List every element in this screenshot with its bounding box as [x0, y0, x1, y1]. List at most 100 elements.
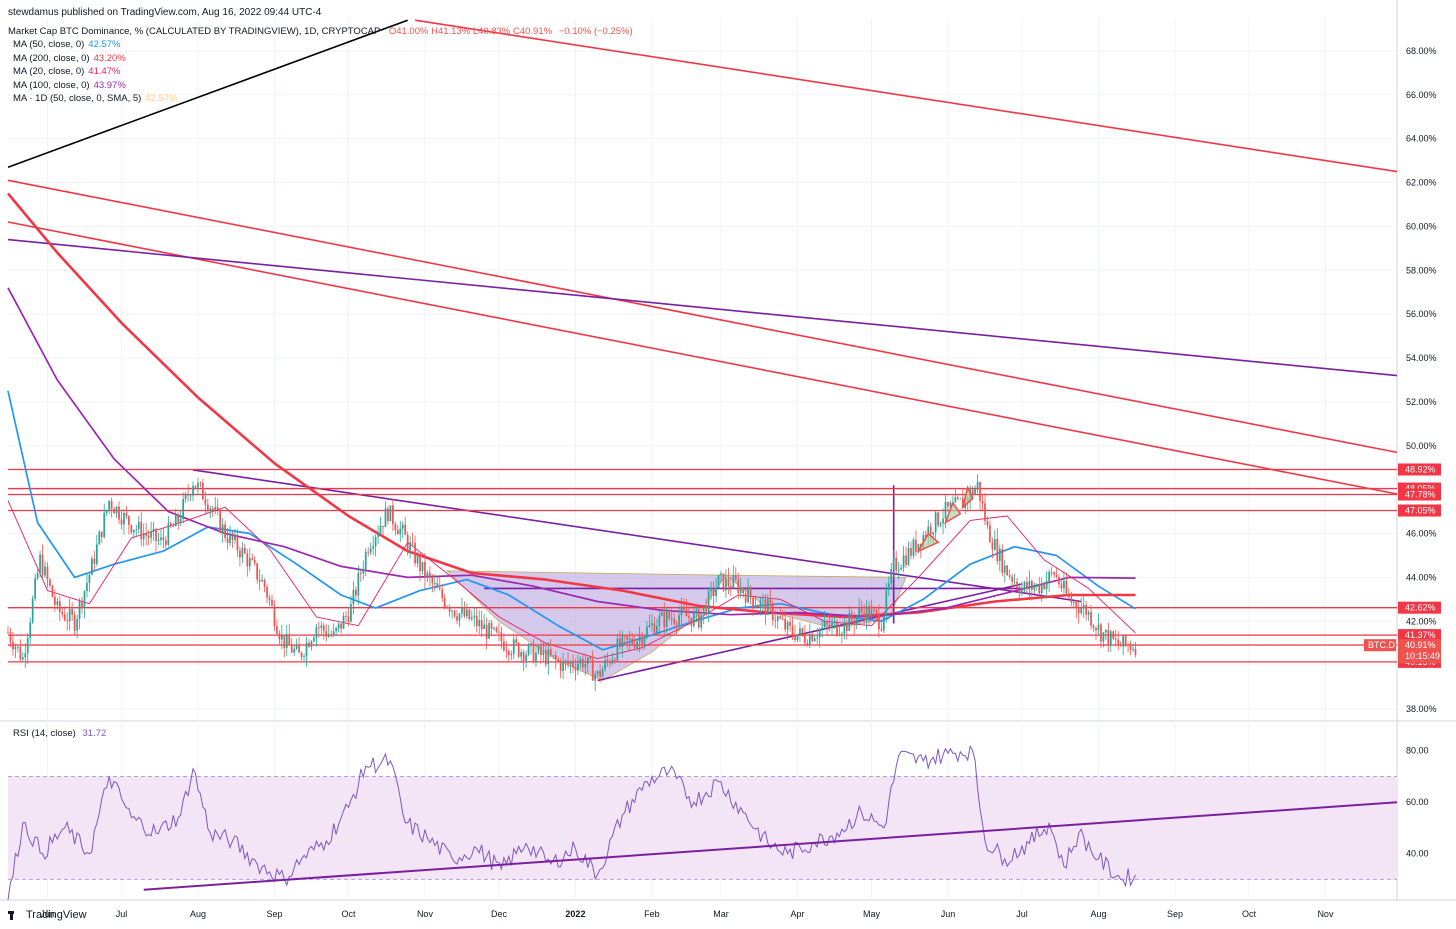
moving-average-line-1 — [7, 192, 1136, 619]
candle-body — [206, 504, 209, 510]
candle-body — [162, 537, 165, 541]
candle-body — [51, 585, 54, 597]
legend-item-0[interactable]: MA (50, close, 0) 42.57% — [13, 39, 121, 50]
candle — [76, 614, 78, 639]
candle-body — [241, 547, 244, 558]
candle-body — [651, 623, 653, 626]
candle-body — [303, 656, 305, 658]
candle — [362, 560, 365, 580]
candle-body — [177, 514, 180, 523]
candle — [118, 501, 120, 525]
candle — [480, 610, 483, 637]
x-tick-label: 2022 — [565, 909, 585, 919]
candle-body — [730, 586, 732, 589]
candle-body — [91, 558, 93, 575]
candle-body — [722, 573, 725, 591]
symbol-tag-label: BTC.D — [1368, 640, 1396, 650]
rsi-tick-label: 60.00 — [1406, 797, 1429, 807]
candle — [991, 537, 994, 559]
candle — [317, 621, 320, 638]
candle-body — [1063, 580, 1065, 589]
footer-brand-text: TradingView — [26, 909, 87, 921]
candle — [241, 542, 244, 564]
legend-item-4[interactable]: MA · 1D (50, close, 0, SMA, 5) 42.57% — [13, 93, 178, 104]
candle — [68, 598, 71, 631]
candle — [392, 499, 394, 532]
candle — [88, 573, 91, 592]
candle — [372, 535, 375, 556]
candle-body — [157, 539, 160, 541]
candle-body — [113, 508, 115, 514]
candle-body — [500, 632, 503, 642]
candle — [174, 508, 177, 527]
candle-body — [754, 605, 757, 608]
candle-body — [394, 524, 397, 531]
candle — [611, 652, 614, 666]
candle — [128, 515, 130, 535]
candle-body — [626, 636, 629, 640]
candle — [1026, 577, 1028, 594]
legend-item-3[interactable]: MA (100, close, 0) 43.97% — [13, 80, 126, 91]
candle — [505, 641, 508, 659]
candle — [979, 481, 981, 511]
candle-body — [542, 650, 545, 656]
candle-body — [419, 555, 421, 572]
candle-body — [998, 548, 1001, 562]
candle-body — [216, 507, 219, 511]
candle — [1127, 643, 1129, 653]
candle — [347, 607, 350, 627]
candle — [322, 622, 325, 640]
candle-body — [535, 652, 537, 663]
candle — [786, 619, 789, 640]
candle — [653, 616, 656, 635]
candle — [394, 521, 397, 536]
candle — [799, 621, 801, 642]
candle — [727, 567, 730, 595]
moving-average-line-2 — [7, 287, 1136, 618]
candle — [532, 639, 535, 664]
candle — [172, 522, 175, 527]
candle-body — [152, 528, 155, 532]
candle-body — [882, 615, 885, 631]
ohlc-low: L40.83% — [472, 26, 511, 37]
candle — [147, 530, 150, 546]
candle — [162, 527, 165, 549]
candle-body — [564, 660, 567, 662]
candle — [1050, 566, 1053, 577]
candle — [54, 589, 56, 612]
candle-body — [355, 589, 357, 596]
candle-body — [1060, 584, 1063, 589]
candle-body — [993, 538, 996, 550]
candle — [325, 624, 328, 642]
candle-body — [517, 643, 520, 657]
candle — [258, 569, 261, 591]
candle — [194, 485, 197, 489]
candle — [882, 614, 885, 634]
candle — [448, 604, 451, 617]
candle-body — [78, 600, 81, 620]
candle — [295, 638, 298, 651]
legend-item-2[interactable]: MA (20, close, 0) 41.47% — [13, 66, 121, 77]
moving-average-line-3 — [7, 500, 1136, 660]
candle — [1040, 577, 1043, 602]
candle — [618, 630, 621, 650]
candle-body — [298, 645, 300, 653]
candle — [411, 532, 414, 546]
x-tick-label: Apr — [790, 909, 804, 919]
candle — [384, 501, 387, 528]
legend-item-1[interactable]: MA (200, close, 0) 43.20% — [13, 53, 126, 64]
candle — [1060, 577, 1063, 592]
ohlc-open: O41.00% — [388, 26, 429, 37]
candle-body — [584, 663, 587, 668]
candle — [572, 654, 574, 673]
footer-brand[interactable]: TradingView — [8, 909, 87, 921]
candle-body — [68, 608, 71, 622]
candle-body — [426, 572, 429, 578]
candle-body — [1077, 608, 1080, 614]
y-tick-label: 60.00% — [1406, 221, 1437, 231]
candle — [604, 654, 606, 672]
candle-body — [21, 657, 24, 660]
candle-body — [147, 535, 150, 538]
candle-body — [890, 569, 893, 584]
